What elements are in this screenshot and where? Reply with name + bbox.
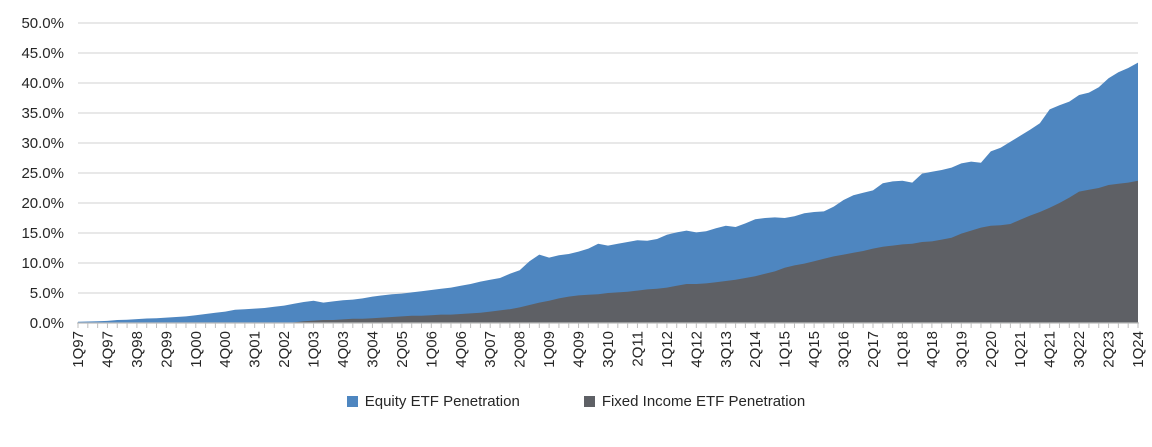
x-tick-label: 1Q06 — [423, 331, 440, 368]
x-tick-label: 2Q08 — [512, 331, 529, 368]
x-tick-label: 3Q13 — [718, 331, 735, 368]
x-tick-label: 1Q03 — [306, 331, 323, 368]
x-tick-label: 1Q21 — [1012, 331, 1029, 368]
x-tick-label: 2Q20 — [983, 331, 1000, 368]
x-tick-label: 1Q00 — [188, 331, 205, 368]
x-tick-label: 2Q14 — [747, 331, 764, 368]
y-tick-label: 15.0% — [21, 225, 64, 242]
y-tick-label: 50.0% — [21, 15, 64, 32]
y-tick-label: 25.0% — [21, 165, 64, 182]
y-tick-label: 40.0% — [21, 75, 64, 92]
x-tick-label: 3Q16 — [836, 331, 853, 368]
x-tick-label: 1Q12 — [659, 331, 676, 368]
y-tick-label: 20.0% — [21, 195, 64, 212]
fixed-income-area — [78, 180, 1138, 323]
y-tick-label: 45.0% — [21, 45, 64, 62]
x-tick-label: 3Q01 — [247, 331, 264, 368]
x-tick-label: 3Q04 — [364, 331, 381, 368]
x-tick-label: 1Q09 — [541, 331, 558, 368]
y-tick-label: 10.0% — [21, 255, 64, 272]
x-tick-label: 1Q24 — [1130, 331, 1147, 368]
x-tick-label: 4Q00 — [217, 331, 234, 368]
x-tick-label: 2Q11 — [629, 331, 646, 367]
x-tick-label: 4Q06 — [453, 331, 470, 368]
x-tick-label: 1Q97 — [70, 331, 87, 368]
x-tick-label: 2Q02 — [276, 331, 293, 368]
x-tick-label: 3Q19 — [953, 331, 970, 368]
x-tick-label: 4Q12 — [688, 331, 705, 368]
y-tick-label: 30.0% — [21, 135, 64, 152]
x-tick-label: 3Q22 — [1071, 331, 1088, 368]
x-tick-label: 4Q15 — [806, 331, 823, 368]
x-tick-label: 3Q98 — [129, 331, 146, 368]
x-tick-label: 1Q15 — [777, 331, 794, 368]
y-tick-label: 35.0% — [21, 105, 64, 122]
x-tick-label: 1Q18 — [894, 331, 911, 368]
equity-swatch-icon — [346, 396, 358, 407]
fixed-income-swatch-icon — [583, 396, 595, 407]
legend-label-equity: Equity ETF Penetration — [364, 393, 520, 410]
x-tick-label: 4Q09 — [571, 331, 588, 368]
x-tick-label: 2Q99 — [158, 331, 175, 368]
x-tick-label: 4Q18 — [924, 331, 941, 368]
y-tick-label: 5.0% — [30, 285, 64, 302]
x-tick-label: 2Q17 — [865, 331, 882, 368]
legend-item-equity: Equity ETF Penetration — [346, 393, 520, 410]
x-tick-label: 2Q23 — [1101, 331, 1118, 368]
chart-legend: Equity ETF Penetration Fixed Income ETF … — [0, 394, 1152, 409]
x-tick-label: 3Q07 — [482, 331, 499, 368]
y-tick-label: 0.0% — [30, 315, 64, 332]
x-tick-label: 4Q97 — [99, 331, 116, 368]
plot-area: 0.0% 5.0% 10.0% 15.0% 20.0% 25.0% 30.0% 35.0% 40… — [21, 15, 1147, 368]
legend-item-fixed-income: Fixed Income ETF Penetration — [583, 393, 806, 410]
legend-label-fixed-income: Fixed Income ETF Penetration — [601, 393, 806, 410]
x-tick-label: 4Q03 — [335, 331, 352, 368]
x-tick-label: 4Q21 — [1042, 331, 1059, 368]
x-tick-label: 2Q05 — [394, 331, 411, 368]
x-tick-label: 3Q10 — [600, 331, 617, 368]
